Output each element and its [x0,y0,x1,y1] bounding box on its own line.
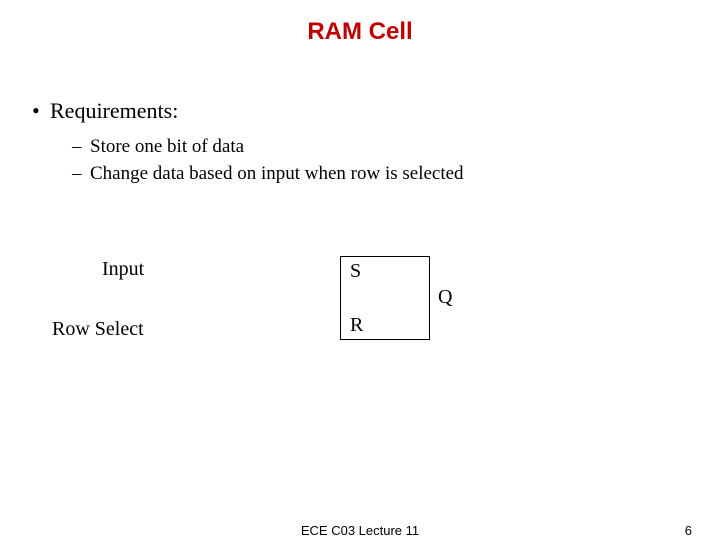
r-input-label: R [350,314,363,337]
bullet-requirements: Requirements: [50,98,178,124]
s-input-label: S [350,260,361,283]
bullet-change-data: Change data based on input when row is s… [90,163,464,185]
footer-page-number: 6 [685,523,692,538]
input-label: Input [102,258,144,281]
bullet-store-one-bit: Store one bit of data [90,136,244,158]
row-select-label: Row Select [52,318,144,341]
q-output-label: Q [438,286,452,309]
footer-lecture-label: ECE C03 Lecture 11 [301,523,419,538]
slide-title: RAM Cell [0,18,720,46]
